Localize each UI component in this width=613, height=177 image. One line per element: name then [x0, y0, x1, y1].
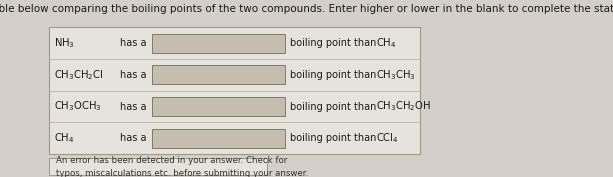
Text: NH$_3$: NH$_3$: [54, 36, 75, 50]
Text: CH$_3$CH$_2$OH: CH$_3$CH$_2$OH: [376, 100, 431, 113]
Text: CCl$_4$: CCl$_4$: [376, 131, 398, 145]
Text: boiling point than: boiling point than: [290, 133, 376, 143]
FancyBboxPatch shape: [49, 158, 267, 175]
Text: boiling point than: boiling point than: [290, 70, 376, 80]
Text: An error has been detected in your answer. Check for
typos, miscalculations etc.: An error has been detected in your answe…: [56, 156, 308, 177]
Text: has a: has a: [120, 133, 146, 143]
FancyBboxPatch shape: [152, 97, 285, 116]
FancyBboxPatch shape: [152, 129, 285, 148]
Text: boiling point than: boiling point than: [290, 38, 376, 48]
FancyBboxPatch shape: [49, 27, 420, 154]
Text: CH$_3$CH$_3$: CH$_3$CH$_3$: [376, 68, 416, 82]
Text: CH$_3$OCH$_3$: CH$_3$OCH$_3$: [54, 100, 102, 113]
FancyBboxPatch shape: [152, 34, 285, 53]
Text: has a: has a: [120, 102, 146, 112]
Text: CH$_4$: CH$_4$: [54, 131, 75, 145]
Text: has a: has a: [120, 70, 146, 80]
Text: boiling point than: boiling point than: [290, 102, 376, 112]
FancyBboxPatch shape: [152, 65, 285, 84]
Text: has a: has a: [120, 38, 146, 48]
Text: CH$_4$: CH$_4$: [376, 36, 397, 50]
Text: CH$_3$CH$_2$Cl: CH$_3$CH$_2$Cl: [54, 68, 104, 82]
Text: Complete the table below comparing the boiling points of the two compounds. Ente: Complete the table below comparing the b…: [0, 4, 613, 14]
